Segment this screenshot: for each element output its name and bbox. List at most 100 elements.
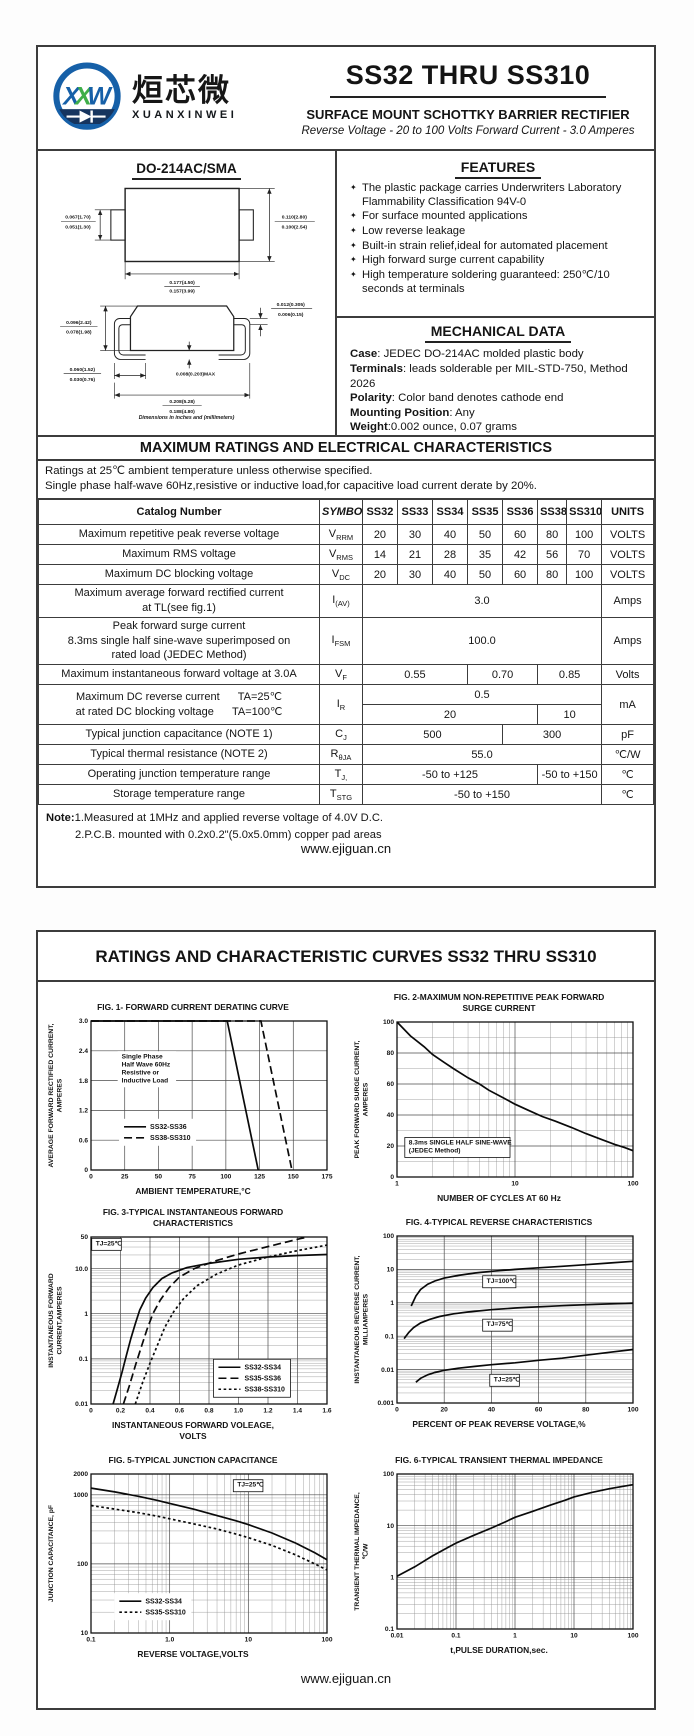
- fig4-xlabel: PERCENT OF PEAK REVERSE VOLTAGE,%: [412, 1419, 586, 1430]
- svg-text:1.0: 1.0: [234, 1408, 243, 1415]
- value-cell: 30: [396, 524, 433, 546]
- svg-text:0.096(2.42): 0.096(2.42): [66, 320, 92, 326]
- svg-text:0.1: 0.1: [385, 1626, 394, 1633]
- value-cell: 40: [431, 564, 469, 586]
- mechanical-data-lines: Case: JEDEC DO-214AC molded plastic body…: [350, 347, 646, 435]
- svg-text:0.051(1.30): 0.051(1.30): [65, 225, 91, 231]
- value-cell: 20: [361, 704, 539, 726]
- row-label: Maximum repetitive peak reverse voltage: [38, 524, 320, 546]
- value-cell: 42: [502, 544, 539, 566]
- feature-item-5: ✦ High forward surge current capability: [350, 254, 545, 267]
- ratings-table: Catalog NumberSYMBOLSSS32SS33SS34SS35SS3…: [38, 499, 654, 806]
- svg-text:SS32-SS34: SS32-SS34: [145, 1599, 182, 1606]
- note-line-2: 2.P.C.B. mounted with 0.2x0.2"(5.0x5.0mm…: [75, 829, 382, 842]
- value-cell: 0.5: [361, 684, 603, 706]
- unit-cell: ℃: [601, 784, 654, 806]
- svg-text:0.4: 0.4: [145, 1408, 154, 1415]
- fig6-xlabel: t,PULSE DURATION,sec.: [450, 1645, 548, 1656]
- row-symbol: VRMS: [319, 544, 363, 566]
- logo: XXW 烜芯微 XUANXINWEI: [38, 47, 288, 149]
- bullet-icon: ✦: [350, 225, 357, 235]
- fig3-xlabel: INSTANTANEOUS FORWARD VOLEAGE, VOLTS: [112, 1420, 274, 1441]
- bullet-icon: ✦: [350, 269, 357, 279]
- column-header-ss34: SS34: [431, 499, 469, 526]
- svg-text:TJ=25℃: TJ=25℃: [494, 1376, 521, 1384]
- row-label: Peak forward surge current 8.3ms single h…: [38, 616, 320, 666]
- footer-link-2[interactable]: www.ejiguan.cn: [300, 1671, 392, 1686]
- svg-text:0.157(3.99): 0.157(3.99): [169, 289, 195, 295]
- table-row: Typical thermal resistance (NOTE 2) RθJA 5…: [38, 744, 654, 766]
- svg-text:50: 50: [81, 1234, 89, 1241]
- row-label: Maximum DC reverse current TA=25℃ at rate…: [38, 684, 320, 726]
- mechanical-data-heading: MECHANICAL DATA: [350, 322, 646, 343]
- condition-line-1: Ratings at 25℃ ambient temperature unles…: [45, 465, 373, 477]
- footer-link[interactable]: www.ejiguan.cn: [300, 841, 392, 856]
- curves-page-heading: RATINGS AND CHARACTERISTIC CURVES SS32 T…: [38, 932, 654, 982]
- fig1-legend: [119, 1118, 197, 1146]
- svg-text:100: 100: [383, 1234, 394, 1241]
- unit-cell: Volts: [601, 664, 654, 686]
- column-header-ss38: SS38: [537, 499, 568, 526]
- fig4-annotation-2: [482, 1319, 513, 1332]
- svg-text:SS32-SS34: SS32-SS34: [244, 1365, 281, 1372]
- fig5-annotation-1: [232, 1479, 264, 1493]
- svg-text:1.8: 1.8: [79, 1078, 88, 1085]
- svg-text:10: 10: [387, 1267, 395, 1274]
- svg-text:1000: 1000: [73, 1492, 88, 1499]
- svg-text:INSTANTANEOUS FORWARD: INSTANTANEOUS FORWARD: [48, 1273, 55, 1367]
- fig3-curve-2: [122, 1236, 308, 1405]
- value-cell: 55.0: [361, 744, 603, 766]
- unit-cell: VOLTS: [601, 564, 654, 586]
- package-name: DO-214AC/SMA: [132, 161, 241, 180]
- fig5-plot: 0.1 1.0 10 100 10 100 1000 2000 JUNCTION CAPACIT…: [48, 1471, 333, 1644]
- svg-text:0.208(5.28): 0.208(5.28): [169, 399, 195, 405]
- svg-text:TJ=25℃: TJ=25℃: [96, 1240, 123, 1248]
- table-row: Maximum DC blocking voltage VDC 20 30 40 50 60…: [38, 564, 654, 586]
- svg-text:CURRENT,AMPERES: CURRENT,AMPERES: [57, 1286, 64, 1354]
- value-cell: 60: [502, 524, 539, 546]
- svg-text:Half Wave 60Hz: Half Wave 60Hz: [122, 1061, 171, 1068]
- fig3-curve-1: [112, 1253, 328, 1405]
- svg-text:20: 20: [441, 1407, 449, 1414]
- figure-5: FIG. 5-TYPICAL JUNCTION CAPACITANCE 0.1 1.…: [40, 1445, 346, 1660]
- bullet-icon: ✦: [350, 255, 357, 265]
- features-heading: FEATURES: [350, 159, 646, 179]
- svg-text:10: 10: [387, 1523, 395, 1530]
- value-cell: -50 to +150: [537, 764, 603, 786]
- svg-text:1: 1: [395, 1180, 399, 1187]
- svg-text:JUNCTION CAPACITANCE, pF: JUNCTION CAPACITANCE, pF: [48, 1505, 55, 1602]
- svg-text:0.110(2.80): 0.110(2.80): [281, 215, 306, 221]
- table-row: Storage temperature range TSTG -50 to +150…: [38, 784, 654, 806]
- value-cell: 20: [361, 524, 398, 546]
- mechanical-data-section: MECHANICAL DATA Case: JEDEC DO-214AC mol…: [337, 318, 654, 435]
- diode-symbol-icon: [66, 110, 106, 123]
- svg-text:100: 100: [321, 1637, 332, 1644]
- bullet-icon: ✦: [350, 183, 357, 192]
- svg-text:TJ=100℃: TJ=100℃: [487, 1277, 518, 1285]
- svg-text:0.8: 0.8: [204, 1408, 213, 1415]
- svg-text:50: 50: [155, 1174, 163, 1181]
- svg-text:2.4: 2.4: [79, 1048, 88, 1055]
- svg-text:100: 100: [627, 1633, 638, 1640]
- value-cell: 56: [537, 544, 568, 566]
- feature-item-1: ✦ The plastic package carries Underwriter…: [350, 182, 622, 208]
- features-section: FEATURES ✦ The plastic package carries Un…: [337, 151, 654, 318]
- svg-text:TJ=75℃: TJ=75℃: [487, 1321, 514, 1329]
- fig1-xlabel: AMBIENT TEMPERATURE,°C: [135, 1186, 251, 1196]
- svg-text:1: 1: [390, 1575, 394, 1582]
- device-type-subtitle: SURFACE MOUNT SCHOTTKY BARRIER RECTIFIER: [306, 106, 630, 122]
- fig1-annotation-1: [117, 1051, 177, 1088]
- table-row: Peak forward surge current 8.3ms single h…: [38, 616, 654, 666]
- bullet-icon: ✦: [350, 240, 357, 250]
- svg-text:60: 60: [387, 1081, 395, 1088]
- svg-text:0.01: 0.01: [381, 1367, 394, 1374]
- row-label: Storage temperature range: [38, 784, 320, 806]
- value-cell: 0.70: [467, 664, 539, 686]
- value-cell: 21: [396, 544, 433, 566]
- column-header-catalog-number: Catalog Number: [38, 499, 320, 526]
- company-name-chinese: 烜芯微: [132, 73, 231, 108]
- row-symbol: TJ,: [319, 764, 363, 786]
- svg-text:0.2: 0.2: [116, 1408, 125, 1415]
- unit-cell: pF: [601, 724, 654, 746]
- svg-text:0.177(4.50): 0.177(4.50): [169, 280, 195, 286]
